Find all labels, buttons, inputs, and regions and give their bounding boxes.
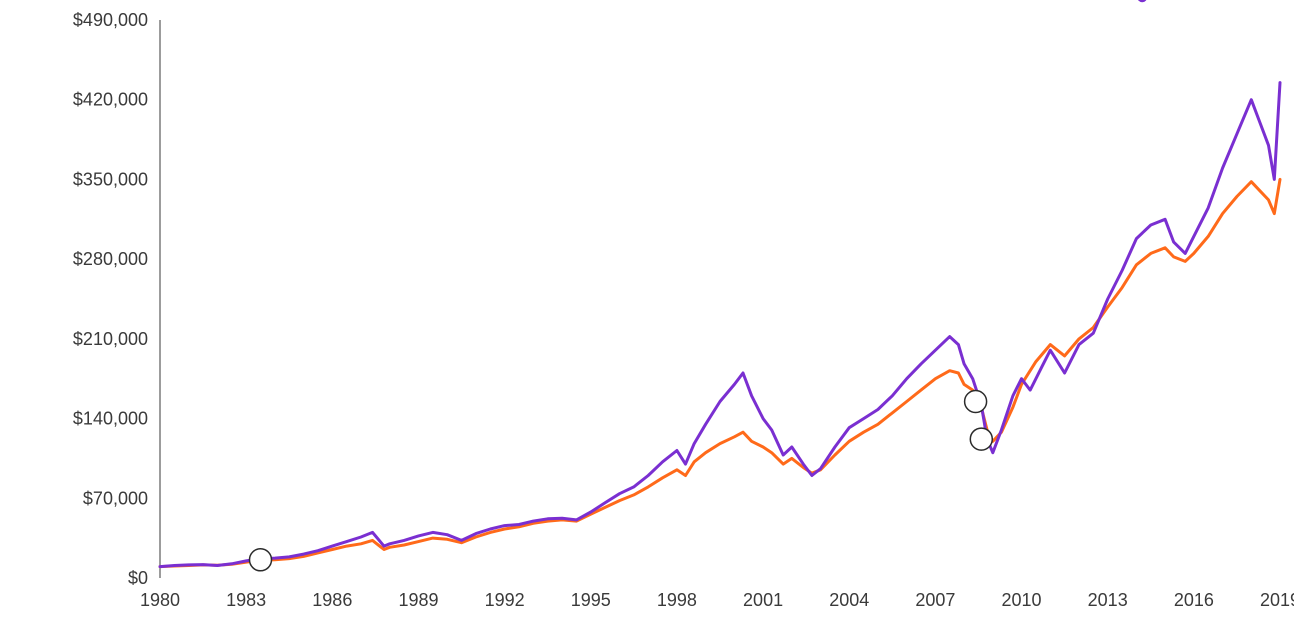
x-tick-label: 1989 [398, 590, 438, 610]
marker-2008-lower [970, 428, 992, 450]
series-orange [160, 179, 1280, 566]
x-tick-label: 2016 [1174, 590, 1214, 610]
y-tick-label: $350,000 [73, 169, 148, 189]
x-tick-label: 1983 [226, 590, 266, 610]
x-tick-label: 2001 [743, 590, 783, 610]
marker-2008-upper [965, 391, 987, 413]
y-tick-label: $140,000 [73, 409, 148, 429]
x-tick-label: 1986 [312, 590, 352, 610]
y-tick-label: $420,000 [73, 90, 148, 110]
x-tick-label: 2010 [1002, 590, 1042, 610]
y-tick-label: $210,000 [73, 329, 148, 349]
y-tick-label: $0 [128, 568, 148, 588]
chart-svg: $0 $70,000 $140,000 $210,000 $280,000 $350,00… [0, 0, 1294, 630]
y-tick-label: $280,000 [73, 249, 148, 269]
x-tick-label: 2004 [829, 590, 869, 610]
marker-1983 [250, 549, 272, 571]
x-tick-label: 2013 [1088, 590, 1128, 610]
x-tick-label: 1998 [657, 590, 697, 610]
y-tick-label: $490,000 [73, 10, 148, 30]
marker-legend-dot [1137, 0, 1147, 2]
series-purple [160, 83, 1280, 567]
x-tick-label: 2019 [1260, 590, 1294, 610]
x-tick-label: 1995 [571, 590, 611, 610]
x-tick-label: 1992 [485, 590, 525, 610]
growth-chart: $0 $70,000 $140,000 $210,000 $280,000 $350,00… [0, 0, 1294, 630]
x-tick-label: 1980 [140, 590, 180, 610]
x-tick-label: 2007 [915, 590, 955, 610]
y-tick-label: $70,000 [83, 488, 148, 508]
